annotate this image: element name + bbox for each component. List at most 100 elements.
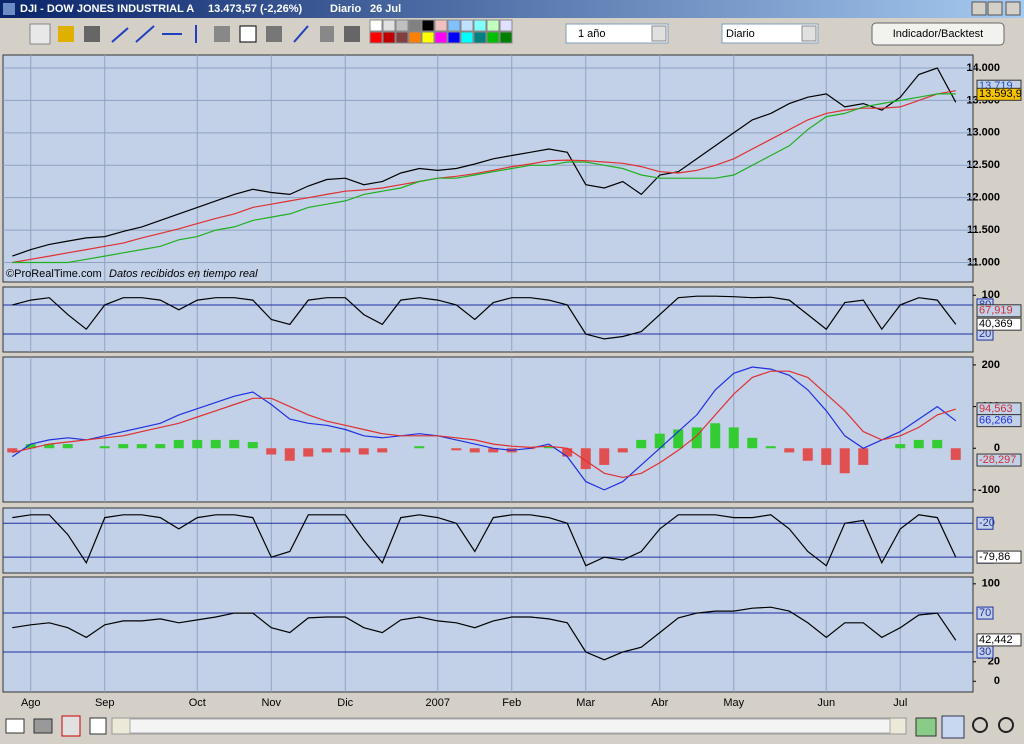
title-bar	[0, 0, 1024, 18]
interval-select[interactable]	[721, 23, 819, 44]
swatch[interactable]	[421, 31, 435, 44]
series-line	[12, 90, 956, 264]
series-line	[11, 366, 957, 491]
y-tick-label: 0	[994, 442, 1000, 454]
swatch[interactable]	[447, 31, 461, 44]
value-tag: 66,266	[979, 415, 1013, 427]
histogram-bar	[710, 423, 721, 449]
tool-arrow[interactable]	[293, 25, 309, 43]
histogram-bar	[636, 439, 647, 449]
value-tag-bg	[976, 87, 1022, 101]
level-tag: 30	[979, 646, 991, 658]
swatch[interactable]	[408, 31, 422, 44]
tool-settings[interactable]	[344, 26, 360, 42]
indicator-button-label: Indicador/Backtest	[893, 28, 984, 40]
swatch[interactable]	[486, 31, 500, 44]
interval-value: Diario	[726, 28, 755, 40]
tool-delete[interactable]	[320, 26, 334, 42]
swatch[interactable]	[473, 19, 487, 32]
histogram-bar	[562, 448, 573, 457]
histogram-bar	[728, 427, 739, 449]
swatch[interactable]	[395, 31, 409, 44]
swatch[interactable]	[434, 19, 448, 32]
status-bar	[0, 712, 1024, 744]
histogram-bar	[451, 448, 462, 451]
tool-zoom[interactable]	[84, 26, 100, 42]
period-value: 1 año	[578, 28, 606, 40]
minimize[interactable]	[971, 1, 987, 16]
histogram-bar	[229, 439, 240, 449]
zoom-in[interactable]	[998, 717, 1014, 733]
color-palette[interactable]	[369, 19, 513, 44]
swatch[interactable]	[421, 19, 435, 32]
swatch[interactable]	[408, 19, 422, 32]
toolbar: 1 año Diario Indicador/Backtest	[0, 18, 1024, 50]
swatch[interactable]	[499, 19, 513, 32]
tool-line[interactable]	[111, 27, 129, 43]
dropdown-arrow[interactable]	[651, 25, 667, 42]
x-tick-label: Mar	[576, 697, 595, 709]
period-select[interactable]	[565, 23, 669, 44]
y-tick-label: 20	[988, 656, 1000, 668]
scroll-thumb[interactable]	[129, 718, 891, 734]
swatch[interactable]	[434, 31, 448, 44]
value-tag: 40,369	[979, 318, 1013, 330]
level-tag: 70	[979, 607, 991, 619]
tool-channel[interactable]	[266, 26, 282, 42]
tool-trend[interactable]	[135, 25, 155, 43]
indicator-button[interactable]	[871, 22, 1005, 46]
maximize[interactable]	[987, 1, 1003, 16]
value-tag: -28,297	[979, 454, 1016, 466]
charts: 11.00011.50012.00012.50013.00013.50014.0…	[2, 52, 1024, 712]
histogram-bar	[580, 448, 591, 470]
tool-fib[interactable]	[214, 26, 230, 42]
y-tick-label: 14.000	[966, 62, 1000, 74]
swatch[interactable]	[369, 19, 383, 32]
dropdown-arrow[interactable]	[801, 25, 817, 42]
swatch[interactable]	[486, 19, 500, 32]
series-line	[12, 606, 957, 661]
tool-icon[interactable]	[915, 717, 937, 737]
histogram-bar	[358, 448, 369, 455]
swatch[interactable]	[382, 19, 396, 32]
tool-pointer[interactable]	[29, 23, 51, 45]
swatch[interactable]	[369, 31, 383, 44]
print-icon[interactable]	[33, 718, 53, 734]
histogram-bar	[266, 448, 277, 455]
export-icon[interactable]	[89, 717, 107, 735]
y-tick-label: 0	[994, 675, 1000, 687]
swatch[interactable]	[460, 31, 474, 44]
histogram-bar	[321, 448, 332, 453]
series-line	[12, 514, 957, 567]
swatch[interactable]	[447, 19, 461, 32]
tool-alert[interactable]	[58, 26, 74, 42]
value-tag-bg	[976, 304, 1022, 318]
x-tick-label: Feb	[502, 697, 521, 709]
window-buttons[interactable]	[971, 1, 1021, 16]
series-line	[12, 67, 957, 257]
level-tag-bg	[976, 606, 994, 620]
histogram-bar	[839, 448, 850, 474]
swatch[interactable]	[382, 31, 396, 44]
x-tick-label: 2007	[426, 697, 450, 709]
tool-text[interactable]	[239, 25, 257, 43]
histogram-bar	[210, 439, 221, 449]
disconnect-icon[interactable]	[61, 715, 81, 737]
swatch[interactable]	[499, 31, 513, 44]
swatch[interactable]	[460, 19, 474, 32]
mail-icon[interactable]	[5, 718, 25, 734]
close[interactable]	[1005, 1, 1021, 16]
panel	[2, 576, 974, 693]
swatch[interactable]	[473, 31, 487, 44]
zoom-out[interactable]	[972, 717, 988, 733]
value-tag: 67,919	[979, 305, 1013, 317]
zoom-fit[interactable]	[941, 715, 965, 739]
watermark: ©ProRealTime.com	[6, 268, 102, 280]
y-tick-label: -100	[978, 484, 1000, 496]
histogram-bar	[44, 444, 55, 449]
axis-area	[973, 52, 1024, 712]
histogram-bar	[599, 448, 610, 465]
histogram-bar	[99, 446, 110, 449]
swatch[interactable]	[395, 19, 409, 32]
